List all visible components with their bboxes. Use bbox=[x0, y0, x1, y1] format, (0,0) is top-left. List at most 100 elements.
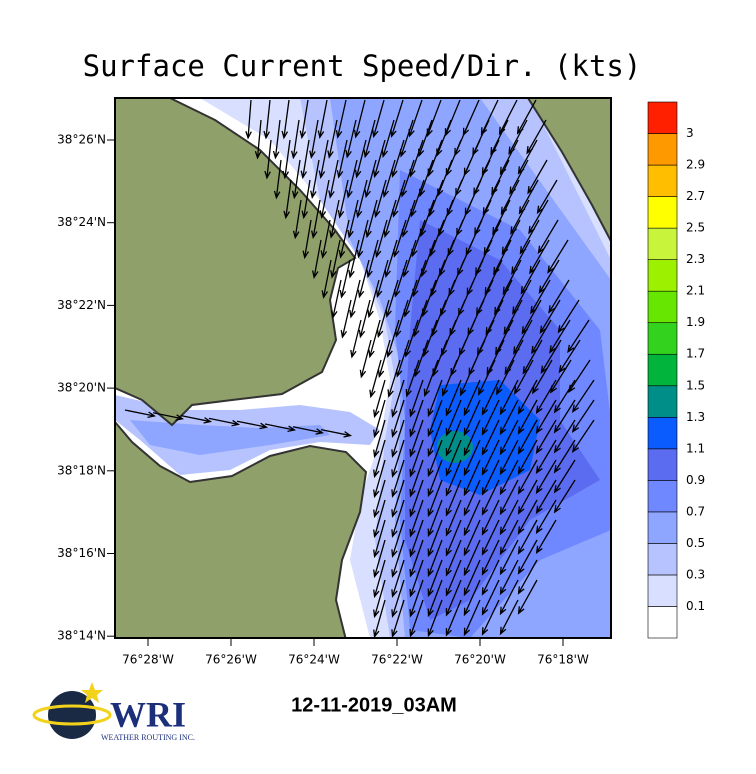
arrow bbox=[292, 199, 302, 240]
arrow bbox=[427, 419, 443, 458]
arrow bbox=[272, 119, 281, 160]
axes: 38°26'N 38°24'N 38°22'N 38°20'N 38°18'N 38°16… bbox=[57, 133, 589, 667]
arrow bbox=[538, 259, 560, 295]
arrow bbox=[532, 359, 553, 395]
arrow bbox=[374, 179, 387, 219]
arrow bbox=[567, 319, 590, 354]
arrow bbox=[478, 359, 496, 396]
arrow bbox=[463, 599, 481, 637]
arrow bbox=[327, 119, 338, 159]
colorbar-box bbox=[647, 290, 678, 324]
arrow bbox=[481, 479, 500, 516]
colorbar-box bbox=[647, 133, 678, 166]
colorbar: 0.1 0.3 0.5 0.7 0.9 1.1 1.3 1.5 1.7 1.9 2.1 2.3 2.5 2… bbox=[647, 101, 705, 639]
arrow bbox=[445, 379, 462, 417]
arrow bbox=[373, 399, 386, 439]
arrow bbox=[368, 319, 381, 359]
colorbar-box bbox=[647, 322, 678, 355]
arrow bbox=[409, 439, 424, 478]
arrow bbox=[481, 499, 500, 536]
arrow bbox=[264, 139, 272, 180]
arrow bbox=[445, 499, 462, 537]
arrow bbox=[481, 579, 500, 616]
arrow bbox=[445, 399, 462, 437]
arrow bbox=[445, 559, 462, 597]
arrow bbox=[463, 519, 481, 557]
arrow bbox=[373, 539, 386, 579]
arrow bbox=[499, 379, 519, 416]
arrow bbox=[445, 439, 462, 477]
colorbar-box bbox=[647, 227, 678, 260]
logo: WRI WEATHER ROUTING INC. bbox=[32, 682, 195, 742]
arrow bbox=[445, 419, 462, 457]
arrow bbox=[481, 519, 500, 556]
arrow bbox=[494, 279, 513, 316]
arrow bbox=[427, 579, 443, 618]
arrow bbox=[375, 259, 389, 299]
arrow bbox=[359, 339, 372, 379]
lat-label: 38°24'N bbox=[57, 215, 106, 229]
arrow bbox=[539, 299, 561, 335]
colorbar-label: 0.3 bbox=[686, 567, 705, 581]
arrow bbox=[517, 559, 538, 595]
arrow bbox=[391, 539, 405, 578]
logo-name: WRI bbox=[110, 694, 186, 734]
arrow bbox=[491, 159, 510, 196]
arrow bbox=[381, 119, 395, 159]
arrow bbox=[483, 219, 502, 256]
arrow bbox=[350, 319, 362, 359]
arrow bbox=[377, 339, 391, 379]
lat-label: 38°14'N bbox=[57, 629, 106, 643]
arrow bbox=[338, 219, 350, 259]
arrow bbox=[363, 119, 376, 159]
colorbar-label: 1.1 bbox=[686, 441, 705, 455]
colorbar-box bbox=[647, 416, 678, 450]
arrow bbox=[445, 479, 462, 517]
arrow bbox=[549, 319, 571, 354]
arrow bbox=[236, 420, 269, 430]
arrow bbox=[427, 479, 443, 518]
arrow bbox=[517, 539, 538, 575]
arrow bbox=[437, 159, 453, 197]
arrow bbox=[291, 159, 301, 200]
arrow bbox=[366, 239, 379, 279]
arrow bbox=[391, 419, 405, 458]
arrow bbox=[384, 239, 398, 278]
arrow bbox=[427, 539, 443, 578]
arrow bbox=[547, 239, 569, 274]
arrow bbox=[283, 179, 292, 220]
arrow bbox=[517, 399, 538, 435]
arrow bbox=[391, 559, 405, 598]
colorbar-box bbox=[647, 480, 678, 513]
arrow bbox=[337, 179, 349, 219]
arrow bbox=[480, 99, 499, 136]
arrow bbox=[535, 519, 557, 555]
arrow bbox=[245, 99, 252, 140]
colorbar-label: 0.1 bbox=[686, 599, 705, 613]
arrow bbox=[432, 339, 448, 377]
arrow bbox=[264, 423, 297, 432]
arrow bbox=[309, 119, 319, 160]
arrow bbox=[517, 579, 538, 615]
arrow bbox=[440, 279, 456, 317]
arrow bbox=[318, 139, 329, 179]
arrow bbox=[540, 339, 562, 374]
arrow bbox=[346, 159, 358, 199]
arrow bbox=[427, 399, 443, 438]
arrow bbox=[405, 359, 420, 398]
arrow bbox=[499, 419, 519, 456]
arrow bbox=[460, 359, 477, 397]
arrow bbox=[427, 139, 443, 178]
arrow bbox=[517, 379, 538, 415]
arrow bbox=[373, 379, 386, 419]
colorbar-label: 2.3 bbox=[686, 252, 705, 266]
arrow bbox=[369, 359, 382, 399]
arrow bbox=[553, 479, 576, 514]
arrow bbox=[391, 599, 405, 638]
arrow bbox=[328, 159, 339, 199]
arrow bbox=[372, 99, 385, 139]
arrow bbox=[427, 499, 443, 538]
arrow bbox=[356, 219, 369, 259]
arrow bbox=[499, 579, 519, 616]
colorbar-box bbox=[647, 448, 678, 481]
